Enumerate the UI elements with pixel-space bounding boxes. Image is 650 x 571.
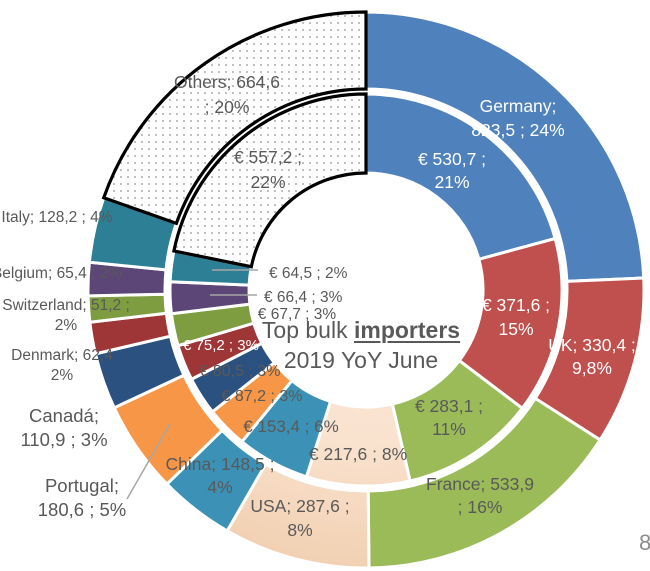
label-inner-others: € 557,2 ; 22% bbox=[234, 147, 302, 192]
label-outer-usa: USA; 287,6 ; 8% bbox=[250, 496, 349, 540]
label-inner-switzerland: € 67,7 ; 3% bbox=[258, 306, 337, 323]
label-outer-portugal: Portugal; 180,6 ; 5% bbox=[38, 475, 126, 520]
wedge-outer-others bbox=[101, 10, 368, 226]
label-outer-uk: UK; 330,4 ; 9,8% bbox=[548, 335, 636, 378]
label-outer-switzerland: Switzerland; 51,2 ; 2% bbox=[2, 297, 130, 334]
page-number: 8 bbox=[639, 530, 650, 555]
label-inner-china: € 153,4 ; 6% bbox=[243, 417, 338, 436]
label-outer-china: China; 148,5 ; 4% bbox=[166, 454, 275, 497]
chart-title-emphasis-text: importers bbox=[353, 317, 461, 343]
label-outer-belgium: Belgium; 65,4 ; 2% bbox=[0, 265, 122, 282]
label-outer-denmark: Denmark; 62,4 2% bbox=[11, 347, 113, 384]
leader-lines-layer bbox=[126, 269, 258, 500]
wedge-inner-others bbox=[172, 92, 368, 269]
chart-title-line1: Top bulk importers bbox=[262, 316, 460, 346]
label-inner-belgium: € 66,4 ; 3% bbox=[264, 289, 343, 306]
label-inner-portugal: € 87,2 ; 3% bbox=[222, 388, 303, 405]
chart-subtitle: 2019 YoY June bbox=[283, 346, 439, 373]
label-inner-canada: € 80,5 ; 3% bbox=[200, 363, 281, 380]
label-outer-italy: Italy; 128,2 ; 4% bbox=[1, 209, 112, 226]
leader-portugal bbox=[126, 423, 171, 500]
label-inner-germany: € 530,7 ; 21% bbox=[418, 149, 486, 192]
label-outer-canada: Canadá; 110,9 ; 3% bbox=[20, 405, 107, 450]
labels-layer: Germany; 823,5 ; 24% UK; 330,4 ; 9,8% France… bbox=[0, 72, 636, 540]
wedge-outer-germany bbox=[364, 10, 646, 283]
chart-title: Top bulk importers 2019 YoY June bbox=[262, 316, 460, 376]
label-outer-france: France; 533,9; 16% bbox=[426, 474, 534, 517]
wedge-inner-germany bbox=[364, 92, 557, 262]
label-outer-germany: Germany; 823,5 ; 24% bbox=[471, 96, 564, 140]
label-inner-uk: € 371,6 ; 15% bbox=[482, 295, 550, 339]
label-inner-denmark: € 75,2 ; 3% bbox=[183, 337, 259, 354]
label-inner-france: € 283,1 ; 11% bbox=[415, 396, 483, 439]
chart-title-normal-text: Top bulk bbox=[261, 317, 354, 343]
label-outer-others: Others; 664,6; 20% bbox=[174, 72, 280, 117]
wedges-layer bbox=[86, 10, 646, 570]
label-inner-usa: € 217,6 ; 8% bbox=[309, 444, 407, 464]
label-inner-italy: € 64,5 ; 2% bbox=[269, 265, 348, 282]
